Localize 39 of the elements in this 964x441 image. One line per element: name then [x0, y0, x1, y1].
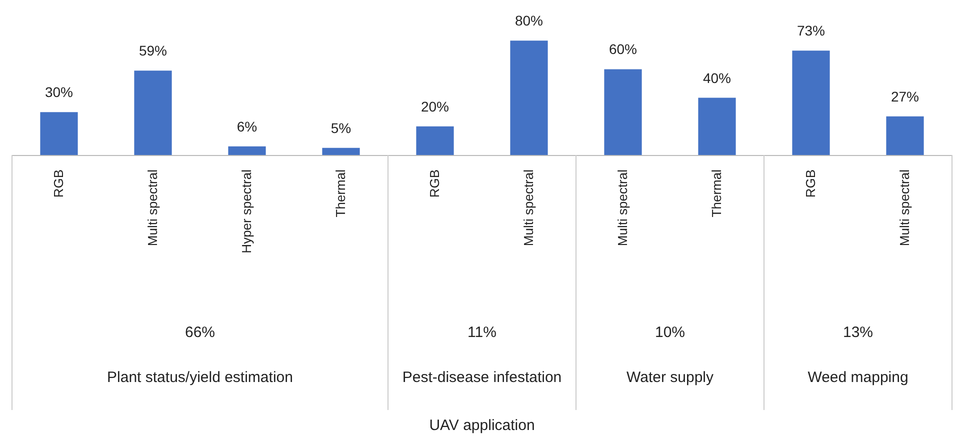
x-tick-label: Multi spectral: [897, 169, 912, 246]
text: UAV application: [429, 417, 535, 434]
x-tick-label: RGB: [51, 170, 66, 198]
x-tick-label: RGB: [427, 170, 442, 198]
x-tick-label: Multi spectral: [615, 169, 630, 246]
data-label: 27%: [890, 88, 920, 104]
text: 66%: [184, 324, 216, 341]
text: 10%: [654, 324, 686, 341]
x-tick-label: Multi spectral: [145, 169, 160, 246]
x-tick-label: Multi spectral: [521, 169, 536, 246]
data-label: 40%: [702, 70, 732, 86]
data-label: 73%: [796, 22, 826, 39]
bar: [886, 116, 924, 155]
x-tick-label: Thermal: [709, 169, 724, 218]
bar: [228, 146, 266, 155]
bar: [134, 70, 172, 155]
bar: [792, 50, 830, 155]
bar: [416, 126, 454, 155]
x-tick-label: Thermal: [333, 169, 348, 218]
text: Water supply: [626, 369, 714, 386]
data-label: 6%: [236, 118, 258, 134]
data-label: 5%: [330, 120, 352, 136]
bar: [510, 40, 548, 155]
x-tick-label: Hyper spectral: [239, 169, 254, 254]
text: Weed mapping: [808, 369, 908, 386]
x-tick-label: RGB: [803, 170, 818, 198]
bar: [322, 148, 360, 155]
text: 11%: [468, 324, 496, 341]
data-label: 80%: [514, 12, 544, 29]
text: 13%: [842, 324, 874, 341]
bar: [604, 69, 642, 155]
data-label: 20%: [420, 98, 450, 114]
data-label: 60%: [608, 41, 638, 58]
text: Plant status/yield estimation: [107, 369, 293, 386]
bar: [40, 112, 78, 155]
data-label: 59%: [138, 42, 168, 59]
bar: [698, 98, 736, 155]
text: Pest-disease infestation: [402, 369, 562, 386]
data-label: 30%: [44, 84, 74, 100]
